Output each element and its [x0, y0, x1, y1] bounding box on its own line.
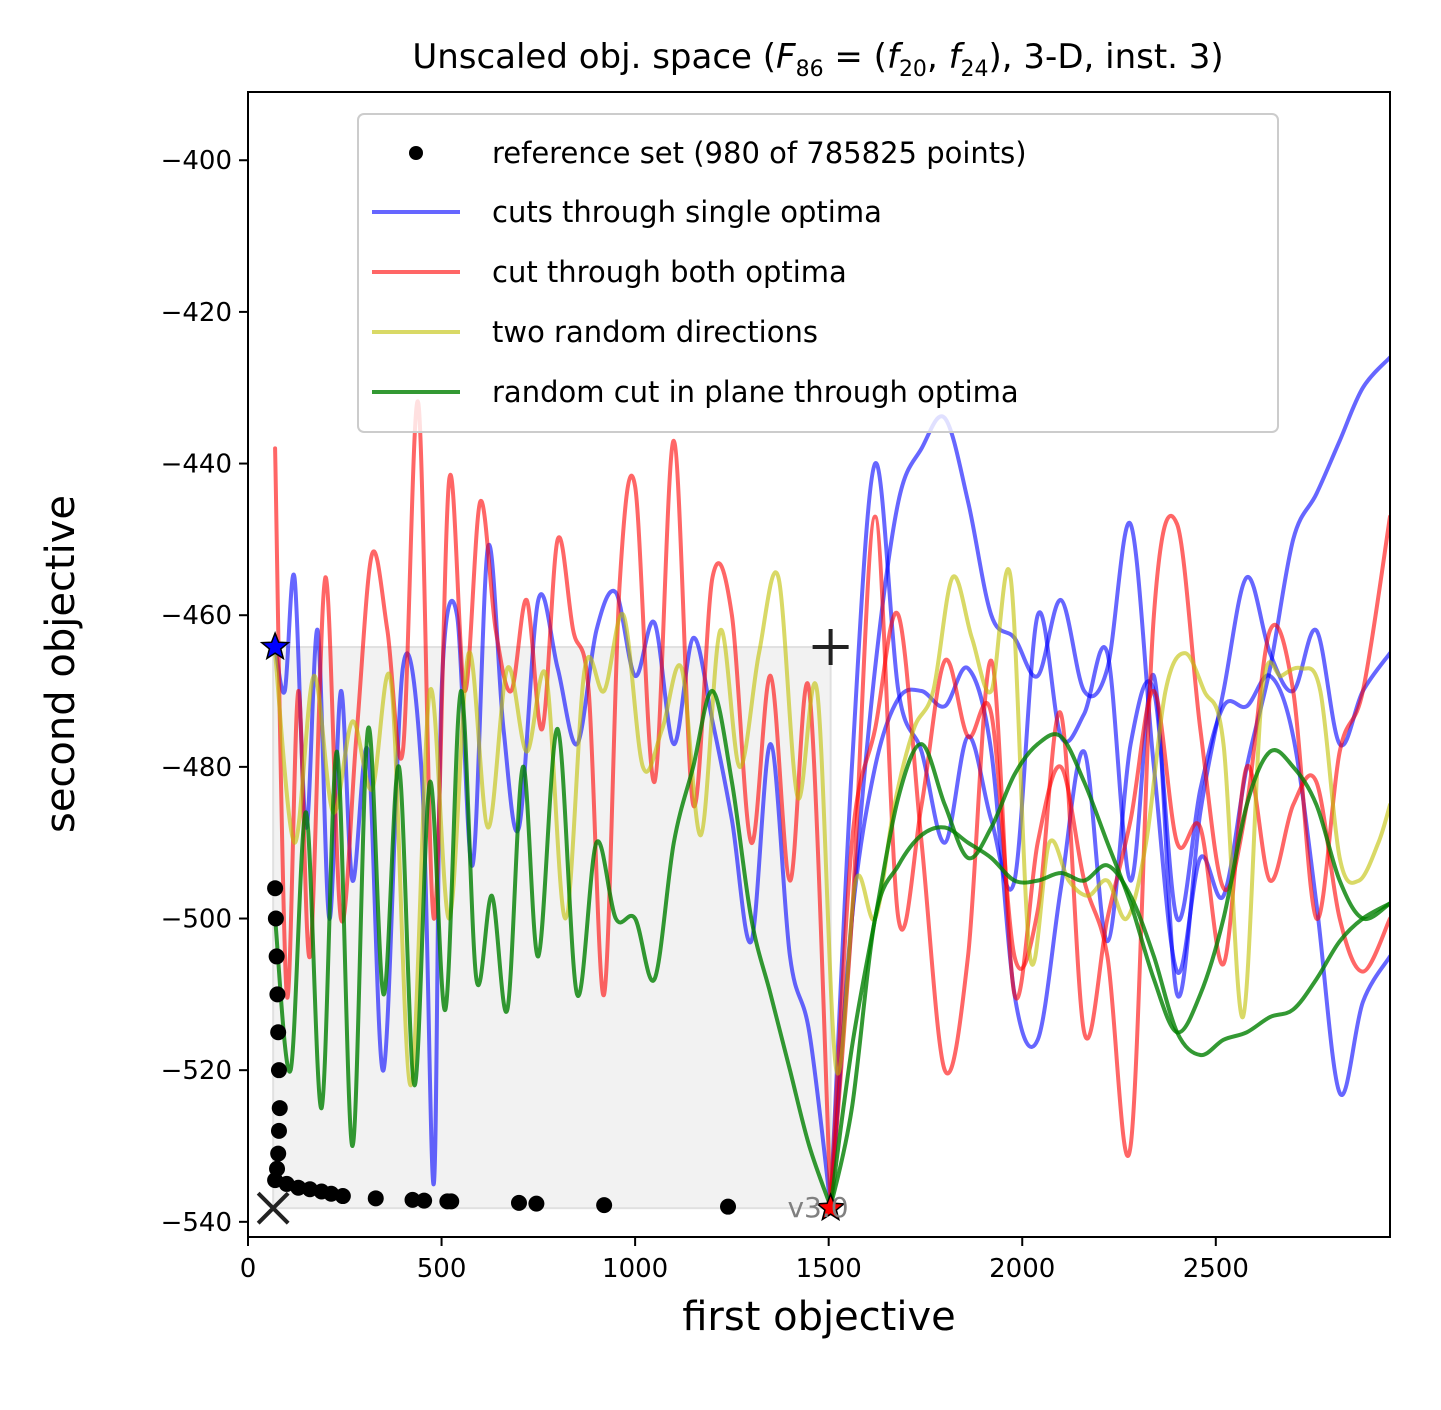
- optimum-2-star: [815, 1192, 846, 1222]
- reference-point-4: [271, 1100, 288, 1117]
- x-axis: 0 500 1000 1500 2000 2500: [240, 1237, 1249, 1284]
- legend: reference set (980 of 785825 points) cut…: [357, 113, 1279, 433]
- y-tick-label-3: −480: [161, 753, 232, 783]
- reference-point-1: [269, 1160, 286, 1177]
- series-line-4: [273, 399, 833, 1209]
- y-axis: −540 −520 −500 −480 −460 −440 −420 −400: [161, 146, 248, 1238]
- legend-label-random-directions: two random directions: [492, 315, 818, 349]
- series-line-9: [828, 732, 1390, 1209]
- series-line-5: [828, 513, 1390, 1209]
- reference-point-8: [268, 948, 285, 965]
- reference-point-6: [270, 1024, 287, 1041]
- reference-point-23: [528, 1195, 545, 1212]
- series-line-2: [828, 461, 1390, 1209]
- reference-point-18: [404, 1191, 421, 1208]
- reference-point-24: [596, 1197, 613, 1214]
- plot-area: [267, 355, 1390, 1215]
- x-tick-label-2: 1000: [602, 1254, 668, 1284]
- reference-point-22: [510, 1194, 527, 1211]
- y-tick-label-0: −540: [161, 1208, 232, 1238]
- reference-point-19: [416, 1192, 433, 1209]
- series-line-7: [273, 567, 1390, 1088]
- marker-layer: [256, 629, 849, 1225]
- ideal-x-marker: [256, 1191, 290, 1225]
- reference-point-9: [267, 910, 284, 927]
- series-line-6: [828, 514, 1390, 1209]
- x-tick-label-3: 1500: [796, 1254, 862, 1284]
- x-axis-label: first objective: [682, 1294, 956, 1340]
- y-tick-label-7: −400: [161, 146, 232, 176]
- chart-title: Unscaled obj. space (F86 = (f20, f24), 3…: [412, 37, 1223, 82]
- reference-point-7: [269, 986, 286, 1003]
- reference-point-25: [720, 1198, 737, 1215]
- reference-point-3: [270, 1122, 287, 1139]
- legend-frame: [357, 113, 1279, 433]
- y-tick-label-5: −440: [161, 450, 232, 480]
- y-tick-label-6: −420: [161, 298, 232, 328]
- reference-point-2: [270, 1145, 287, 1162]
- y-axis-label: second objective: [38, 495, 84, 833]
- nadir-plus-marker: [812, 629, 849, 666]
- reference-point-10: [267, 880, 284, 897]
- legend-swatch-reference-set: [409, 146, 423, 160]
- reference-point-12: [290, 1179, 307, 1196]
- x-tick-label-1: 500: [417, 1254, 467, 1284]
- reference-point-17: [367, 1190, 384, 1207]
- y-tick-label-4: −460: [161, 601, 232, 631]
- reference-point-21: [443, 1193, 460, 1210]
- version-watermark: v3.0: [787, 1191, 848, 1224]
- x-tick-label-5: 2500: [1183, 1254, 1249, 1284]
- y-tick-label-1: −520: [161, 1056, 232, 1086]
- legend-label-single-optima: cuts through single optima: [492, 195, 882, 229]
- reference-point-5: [270, 1062, 287, 1079]
- reference-point-16: [334, 1188, 351, 1205]
- series-line-8: [273, 688, 833, 1209]
- legend-label-plane-cut: random cut in plane through optima: [492, 375, 1019, 409]
- plot-frame: [247, 91, 1391, 1238]
- y-tick-label-2: −500: [161, 905, 232, 935]
- x-tick-label-4: 2000: [989, 1254, 1055, 1284]
- series-line-10: [828, 825, 1390, 1209]
- legend-label-both-optima: cut through both optima: [492, 255, 847, 289]
- legend-label-reference-set: reference set (980 of 785825 points): [492, 136, 1027, 170]
- x-tick-label-0: 0: [240, 1254, 257, 1284]
- optimum-1-star: [259, 631, 291, 661]
